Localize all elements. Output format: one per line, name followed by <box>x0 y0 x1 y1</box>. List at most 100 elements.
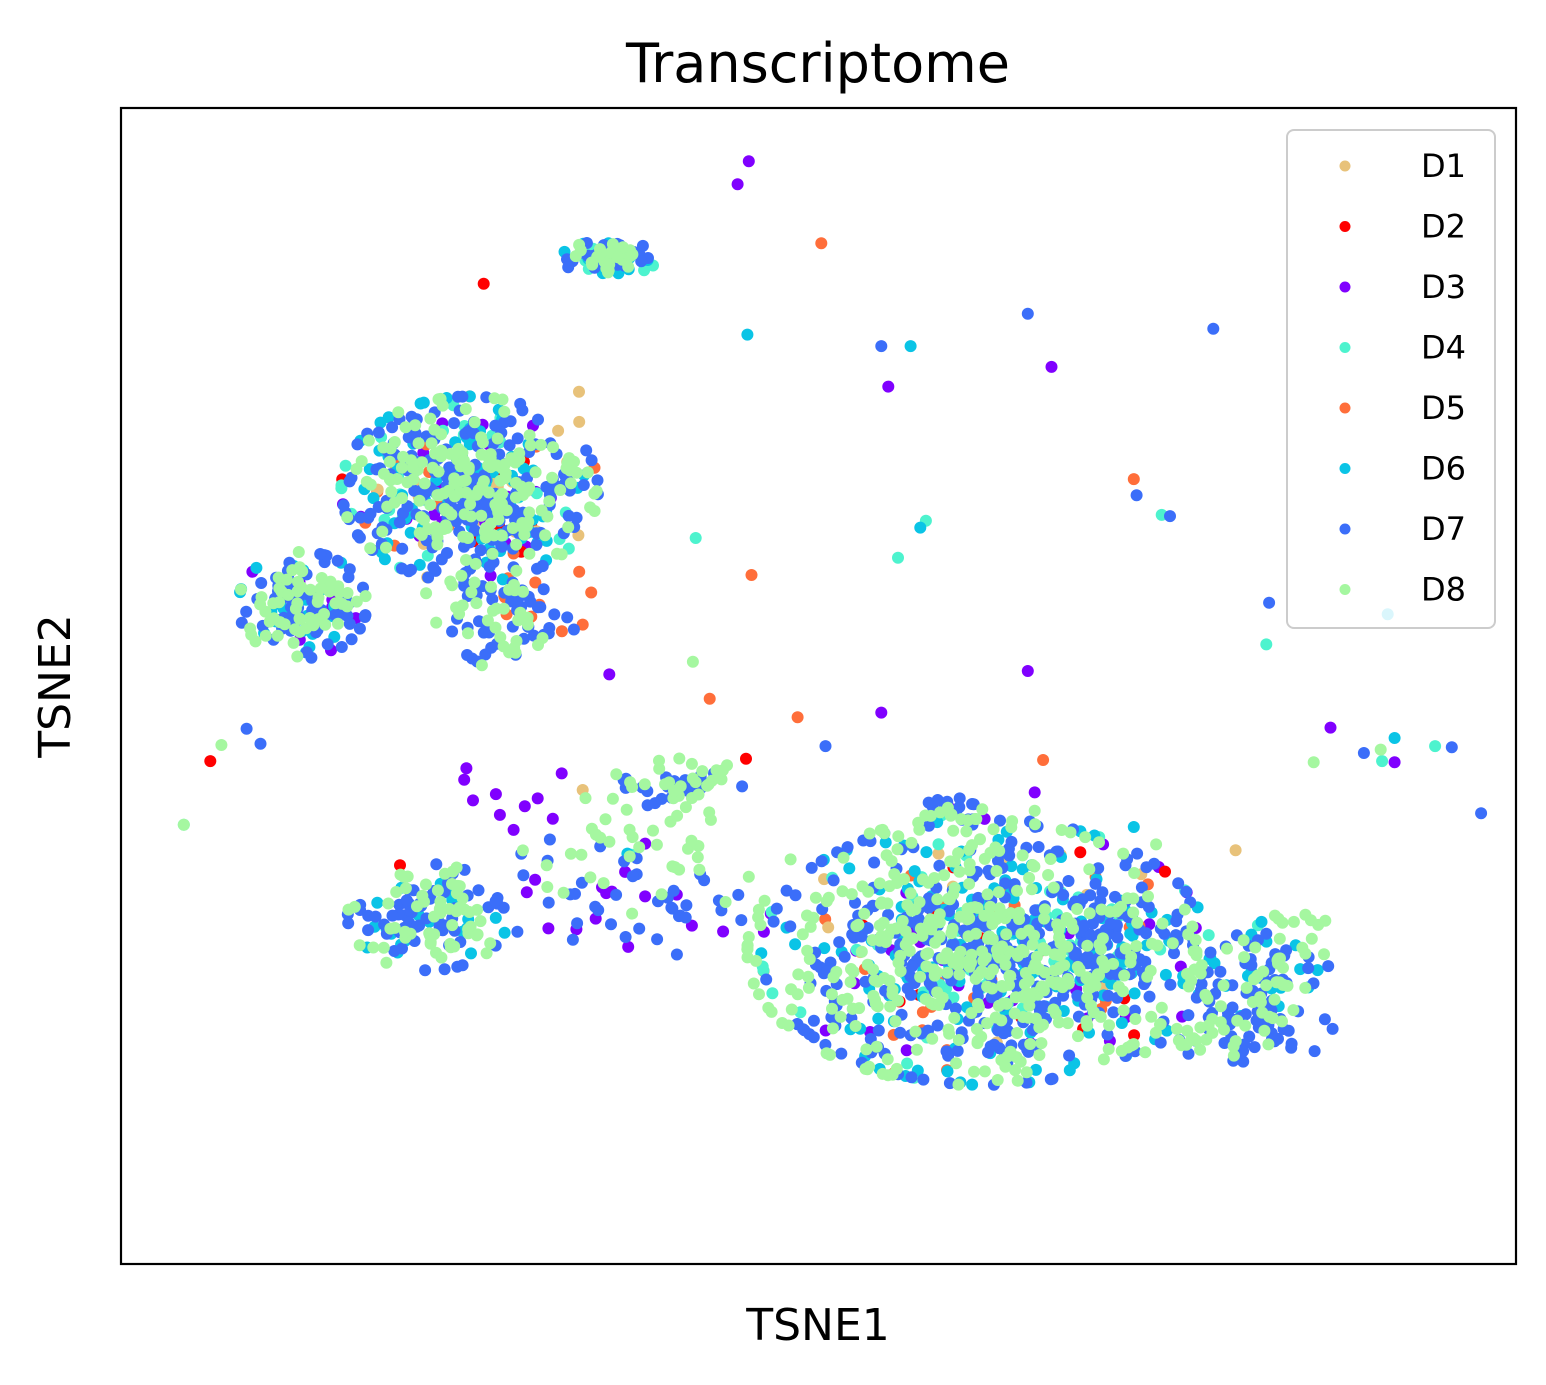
data-point <box>584 871 597 884</box>
data-point <box>905 1071 918 1084</box>
data-point <box>588 487 601 500</box>
data-point <box>489 621 502 634</box>
data-point <box>655 792 668 805</box>
data-point <box>1033 1021 1046 1034</box>
data-point <box>919 993 932 1005</box>
data-point <box>968 1065 980 1078</box>
data-point <box>491 432 504 445</box>
data-point <box>750 954 762 967</box>
data-point <box>1072 1030 1084 1043</box>
data-point <box>876 1067 889 1080</box>
data-point <box>603 835 616 848</box>
data-point <box>876 823 889 836</box>
data-point <box>1145 1010 1158 1023</box>
data-point <box>994 814 1006 827</box>
data-point <box>843 862 856 875</box>
data-point <box>966 1078 979 1091</box>
data-point <box>475 431 488 444</box>
data-point <box>359 609 372 622</box>
data-point <box>509 646 522 659</box>
data-point <box>1127 906 1140 919</box>
data-point <box>364 542 377 555</box>
data-point <box>1080 1015 1093 1028</box>
data-point <box>868 856 881 869</box>
data-point <box>1322 960 1335 973</box>
data-point <box>1069 946 1082 959</box>
data-point <box>610 888 623 901</box>
data-point <box>1054 919 1066 932</box>
data-point <box>1311 964 1324 977</box>
data-point <box>796 928 809 941</box>
data-point <box>1158 927 1171 940</box>
data-point <box>933 908 946 921</box>
data-point <box>789 889 802 902</box>
data-point <box>951 958 964 971</box>
data-point <box>1016 849 1029 862</box>
data-point <box>318 608 330 620</box>
data-point <box>1024 1038 1037 1050</box>
data-point <box>461 649 474 661</box>
data-point <box>960 825 973 838</box>
data-point <box>497 901 510 914</box>
legend-label-d4: D4 <box>1421 329 1466 367</box>
data-point <box>963 960 976 973</box>
data-point <box>1182 1047 1195 1060</box>
data-point <box>434 895 447 908</box>
data-point <box>450 861 463 874</box>
data-point <box>901 899 914 911</box>
data-point <box>486 593 499 606</box>
data-point <box>273 596 286 609</box>
data-point <box>953 792 966 805</box>
data-point <box>469 557 482 570</box>
data-point <box>1005 821 1018 834</box>
data-point <box>437 523 450 535</box>
data-point <box>659 778 672 791</box>
data-point <box>1229 1035 1242 1048</box>
data-point <box>384 474 397 487</box>
data-point <box>460 554 472 566</box>
data-point <box>992 1024 1005 1037</box>
data-point <box>909 1025 922 1038</box>
legend-label-d7: D7 <box>1421 510 1466 548</box>
data-point <box>890 922 903 935</box>
data-point <box>668 861 681 874</box>
data-point <box>858 907 871 920</box>
data-point <box>1038 912 1051 925</box>
data-point <box>623 850 636 863</box>
data-point <box>1159 865 1171 878</box>
data-point <box>1263 596 1276 609</box>
data-point <box>855 945 868 958</box>
data-point <box>820 895 833 908</box>
data-point <box>377 941 390 954</box>
data-point <box>1029 958 1042 971</box>
data-point <box>431 531 444 544</box>
legend-label-d6: D6 <box>1421 450 1466 488</box>
data-point <box>534 601 547 614</box>
data-point <box>747 977 760 990</box>
data-point <box>523 481 536 494</box>
data-point <box>1299 947 1312 960</box>
data-point <box>819 740 832 753</box>
data-point <box>938 869 951 882</box>
data-point <box>537 583 550 596</box>
data-point <box>293 612 306 625</box>
data-point <box>458 773 471 786</box>
data-point <box>477 277 490 290</box>
data-point <box>296 565 309 578</box>
data-point <box>321 638 334 651</box>
data-point <box>1088 973 1101 985</box>
data-point <box>407 473 420 486</box>
data-point <box>474 544 487 557</box>
data-point <box>869 994 881 1006</box>
data-point <box>1445 741 1458 754</box>
data-point <box>969 927 982 940</box>
data-point <box>952 1034 965 1046</box>
data-point <box>1299 908 1312 921</box>
data-point <box>931 966 943 979</box>
data-point <box>880 849 893 862</box>
data-point <box>784 920 797 933</box>
data-point <box>910 1043 923 1056</box>
data-point <box>497 602 510 615</box>
x-axis-label: TSNE1 <box>745 1300 890 1351</box>
data-point <box>732 888 745 901</box>
